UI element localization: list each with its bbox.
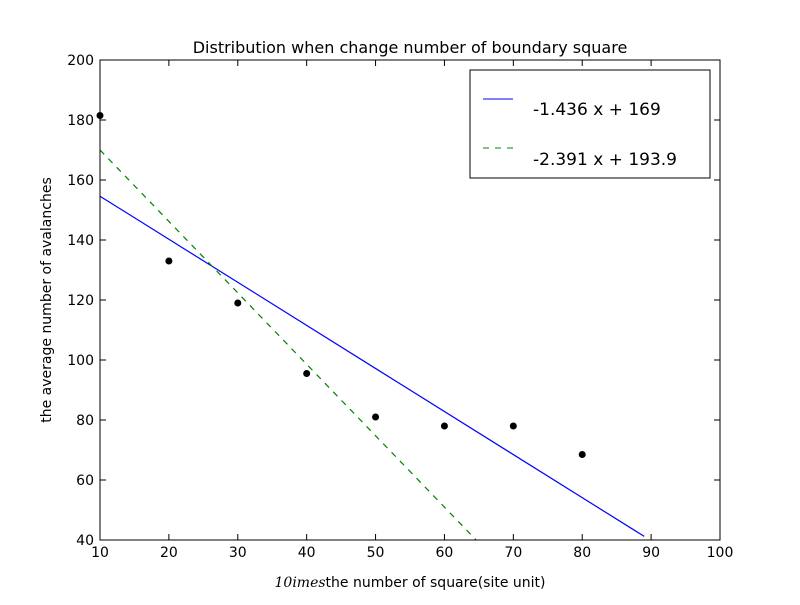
x-tick-label: 10 [91,545,109,561]
x-tick-label: 60 [436,545,454,561]
legend-label-1: -2.391 x + 193.9 [533,150,677,170]
legend-label-0: -1.436 x + 169 [533,100,661,120]
fit-line-0 [99,195,645,537]
plot-points [96,112,586,458]
x-axis-label-text: the number of square(site unit) [326,575,546,591]
x-tick-label: 70 [504,545,522,561]
data-point [372,413,380,421]
x-tick-label: 50 [367,545,385,561]
y-tick-label: 100 [67,353,94,369]
data-point [509,422,517,430]
x-tick-label: 20 [160,545,178,561]
y-tick-label: 140 [67,233,94,249]
data-point [303,370,311,377]
x-tick-label: 100 [707,545,734,561]
legend-box [469,69,711,179]
plot-lines [99,149,645,541]
y-tick-label: 80 [76,413,94,429]
y-axis-label: the average number of avalanches [39,177,55,423]
y-axis: 40 60 80 100 120 140 160 180 200 [67,53,720,549]
y-tick-label: 200 [67,53,94,69]
x-tick-label: 30 [229,545,247,561]
y-tick-label: 40 [76,533,94,549]
fit-line-1 [99,149,477,541]
x-tick-label: 90 [642,545,660,561]
y-tick-label: 60 [76,473,94,489]
data-point [440,422,448,430]
x-axis: 10 20 30 40 50 60 70 80 90 100 [91,60,733,561]
data-point [578,451,586,458]
legend: -1.436 x + 169 -2.391 x + 193.9 [469,69,711,179]
x-tick-label: 40 [298,545,316,561]
y-tick-label: 180 [67,113,94,129]
x-axis-label-math: 10imes [275,575,326,591]
data-point [234,299,242,307]
y-tick-label: 160 [67,173,94,189]
x-axis-label: 10imesthe number of square(site unit) [275,575,546,591]
x-tick-label: 80 [573,545,591,561]
y-tick-label: 120 [67,293,94,309]
data-point [165,257,173,265]
chart-title: Distribution when change number of bound… [193,38,628,57]
